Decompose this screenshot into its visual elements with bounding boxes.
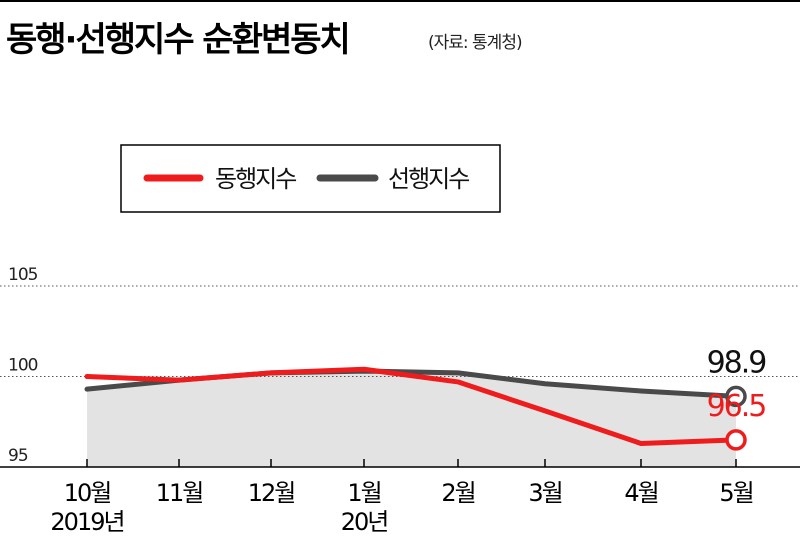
- x-tick-label: 12월: [248, 479, 295, 507]
- x-tick-label: 11월: [156, 479, 203, 507]
- x-tick-label: 5월: [719, 479, 752, 507]
- x-tick-marks: [86, 459, 737, 467]
- series-line-coincident: [84, 366, 739, 446]
- end-marker-leading: [725, 385, 747, 408]
- area-fill: [87, 371, 736, 467]
- top-rule: [0, 0, 800, 2]
- x-tick-label: 2월: [441, 479, 474, 507]
- x-tick-label: 4월: [624, 479, 657, 507]
- x-year-label: 2019년: [50, 508, 123, 536]
- source-note: (자료: 통계청): [428, 33, 523, 53]
- series-group: 98.9 96.5: [84, 345, 767, 451]
- end-label-coincident: 96.5: [707, 389, 766, 424]
- y-tick-label-105: 105: [8, 265, 38, 285]
- y-tick-labels: 105 100 95: [8, 265, 39, 466]
- x-tick-label: 10월: [64, 479, 111, 507]
- x-year-label: 20년: [341, 508, 388, 536]
- end-label-leading: 98.9: [707, 345, 766, 380]
- legend-label: 동행지수: [215, 165, 296, 193]
- chart-title: 동행·선행지수 순환변동치: [6, 20, 351, 60]
- x-tick-label: 1월: [347, 479, 380, 507]
- x-tick-labels: 10월 11월 12월 1월 2월 3월 4월 5월 2019년 20년: [50, 479, 754, 536]
- x-tick-label: 3월: [528, 479, 561, 507]
- end-marker-coincident: [725, 429, 747, 451]
- legend: 동행지수 선행지수: [120, 144, 501, 213]
- legend-label: 선행지수: [388, 165, 469, 193]
- y-tick-label-95: 95: [8, 446, 28, 466]
- y-tick-label-100: 100: [8, 356, 38, 376]
